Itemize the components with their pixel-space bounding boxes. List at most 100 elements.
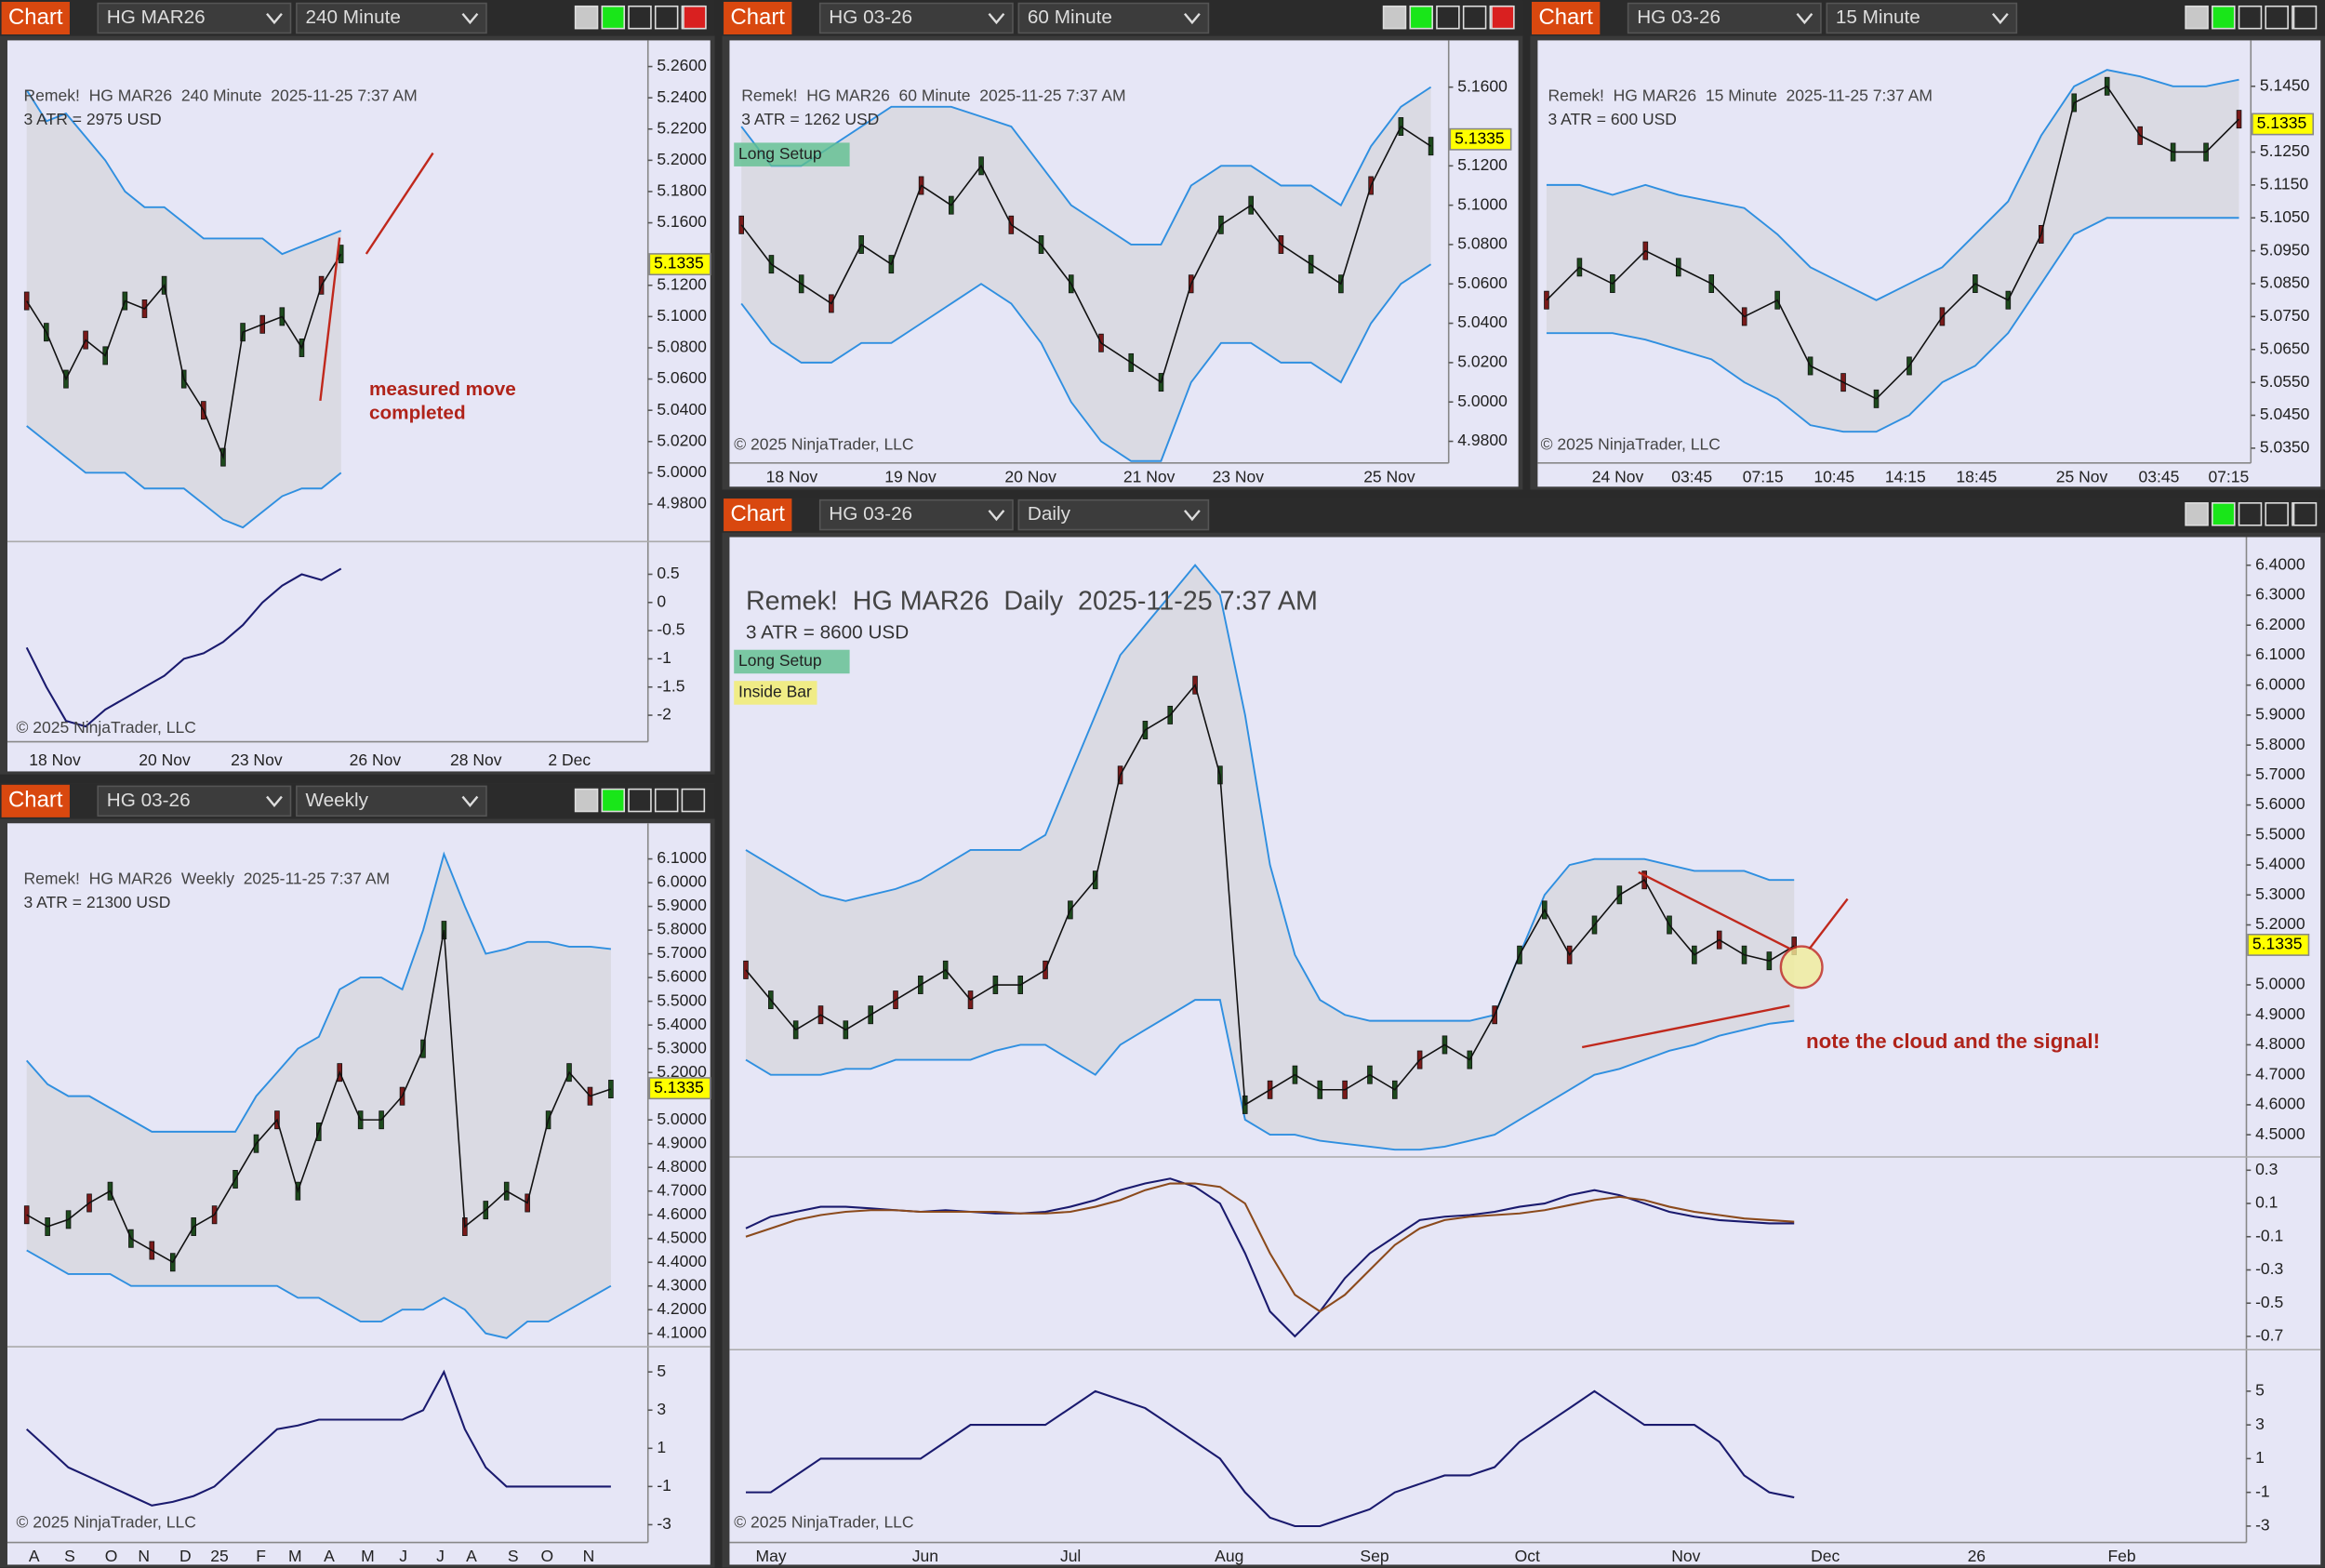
lower-band (745, 999, 1795, 1151)
setup-box (734, 142, 850, 166)
y-tick-label: 0.3 (2255, 1160, 2278, 1178)
window-control[interactable] (601, 788, 626, 813)
chart-menu-button[interactable] (1, 784, 70, 817)
instrument-dropdown[interactable] (97, 785, 292, 817)
time-label: Jul (1060, 1547, 1081, 1565)
last-price-box (2247, 933, 2310, 956)
y-tick-label: 4.5000 (2255, 1124, 2305, 1143)
interval-dropdown[interactable] (296, 785, 487, 817)
y-tick-label: 5.0800 (657, 338, 707, 356)
last-price-box (2252, 113, 2315, 136)
interval-label[interactable]: 240 Minute (305, 7, 401, 28)
close-button[interactable] (2292, 5, 2318, 30)
chart-menu-button[interactable] (1532, 1, 1601, 35)
instrument-label[interactable]: HG 03-26 (1637, 7, 1720, 28)
window-control[interactable] (2238, 5, 2263, 30)
time-label: 10:45 (1814, 467, 1854, 485)
y-tick-label: 5.1450 (2260, 75, 2310, 94)
interval-label[interactable]: 15 Minute (1836, 7, 1920, 28)
time-label: 20 Nov (139, 751, 191, 769)
window-control[interactable] (2265, 502, 2289, 526)
window-control[interactable] (1462, 5, 1487, 30)
y-tick-label: 5.7000 (657, 943, 707, 962)
instrument-label[interactable]: HG 03-26 (829, 503, 912, 525)
time-label: 21 Nov (1123, 467, 1176, 485)
window-control[interactable] (574, 788, 599, 813)
instrument-dropdown[interactable] (1627, 2, 1822, 34)
chart-menu-label[interactable]: Chart (730, 5, 785, 30)
interval-label[interactable]: 60 Minute (1028, 7, 1112, 28)
instrument-dropdown[interactable] (818, 498, 1014, 531)
close-button[interactable] (683, 5, 707, 30)
window-control[interactable] (654, 788, 679, 813)
dropdown-arrow (1796, 12, 1814, 25)
close-button[interactable] (1491, 5, 1515, 30)
close-button[interactable] (2292, 502, 2318, 526)
instrument-label[interactable]: HG MAR26 (107, 7, 206, 28)
chart-menu-label[interactable]: Chart (8, 788, 63, 813)
window-control[interactable] (601, 5, 626, 30)
y-tick-label: -1 (2255, 1482, 2270, 1500)
y-tick-label: 5.1800 (657, 181, 707, 200)
interval-label[interactable]: Weekly (305, 790, 368, 811)
setup-box (734, 681, 817, 705)
cloud (745, 565, 1795, 1150)
window-control[interactable] (681, 788, 706, 813)
y-tick-label: 5.2600 (657, 56, 707, 74)
indicator-line (745, 1182, 1795, 1313)
setup-label: Long Setup (738, 651, 822, 670)
y-tick-label: 5.8000 (2255, 735, 2305, 753)
interval-dropdown[interactable] (1017, 2, 1210, 34)
window-control[interactable] (1382, 5, 1407, 30)
instrument-dropdown[interactable] (818, 2, 1014, 34)
window-control[interactable] (2212, 5, 2236, 30)
last-price-box (1449, 127, 1512, 151)
y-tick-label: 0.1 (2255, 1193, 2278, 1212)
y-tick-label: 5.9000 (2255, 705, 2305, 724)
interval-dropdown[interactable] (296, 2, 487, 34)
interval-dropdown[interactable] (1826, 2, 2018, 34)
window-control[interactable] (2185, 5, 2209, 30)
instrument-label[interactable]: HG 03-26 (107, 790, 191, 811)
dropdown-arrow (461, 12, 479, 25)
time-label: A (29, 1547, 40, 1565)
window-control[interactable] (2238, 502, 2263, 526)
y-tick-label: 5.9000 (657, 896, 707, 914)
instrument-label[interactable]: HG 03-26 (829, 7, 912, 28)
window-control[interactable] (628, 788, 652, 813)
y-tick-label: 5.4000 (657, 1015, 707, 1033)
upper-band (25, 851, 611, 1133)
instrument-dropdown[interactable] (97, 2, 292, 34)
y-tick-label: 4.9800 (657, 494, 707, 512)
y-tick-label: 4.3000 (657, 1275, 707, 1294)
window-control[interactable] (1409, 5, 1433, 30)
chart-menu-button[interactable] (724, 1, 792, 35)
time-label: 23 Nov (231, 751, 283, 769)
window-control[interactable] (2265, 5, 2289, 30)
y-tick-label: 4.9000 (657, 1133, 707, 1151)
chart-menu-label[interactable]: Chart (1538, 5, 1593, 30)
window-control[interactable] (628, 5, 652, 30)
window-control[interactable] (2212, 502, 2236, 526)
y-tick-label: 5.6000 (657, 967, 707, 986)
time-label: S (508, 1547, 519, 1565)
interval-dropdown[interactable] (1017, 498, 1210, 531)
window-control[interactable] (574, 5, 599, 30)
y-tick-label: 5.3000 (657, 1038, 707, 1056)
chart-menu-label[interactable]: Chart (730, 501, 785, 526)
chart-menu-label[interactable]: Chart (8, 5, 63, 30)
interval-label[interactable]: Daily (1028, 503, 1071, 525)
time-label: 25 (210, 1547, 228, 1565)
time-label: 18 Nov (29, 751, 81, 769)
chart-menu-button[interactable] (1, 1, 70, 35)
window-control[interactable] (2185, 502, 2209, 526)
time-label: F (256, 1547, 266, 1565)
window-control[interactable] (1436, 5, 1460, 30)
y-tick-label: 5.0600 (1457, 273, 1508, 292)
window-control[interactable] (654, 5, 679, 30)
chart-header: Remek! HG MAR26 15 Minute 2025-11-25 7:3… (1548, 86, 1933, 105)
y-tick-label: 5.0950 (2260, 240, 2310, 259)
y-tick-label: 5.2200 (657, 118, 707, 137)
chart-menu-button[interactable] (724, 498, 792, 532)
atr-label: 3 ATR = 8600 USD (746, 622, 909, 644)
